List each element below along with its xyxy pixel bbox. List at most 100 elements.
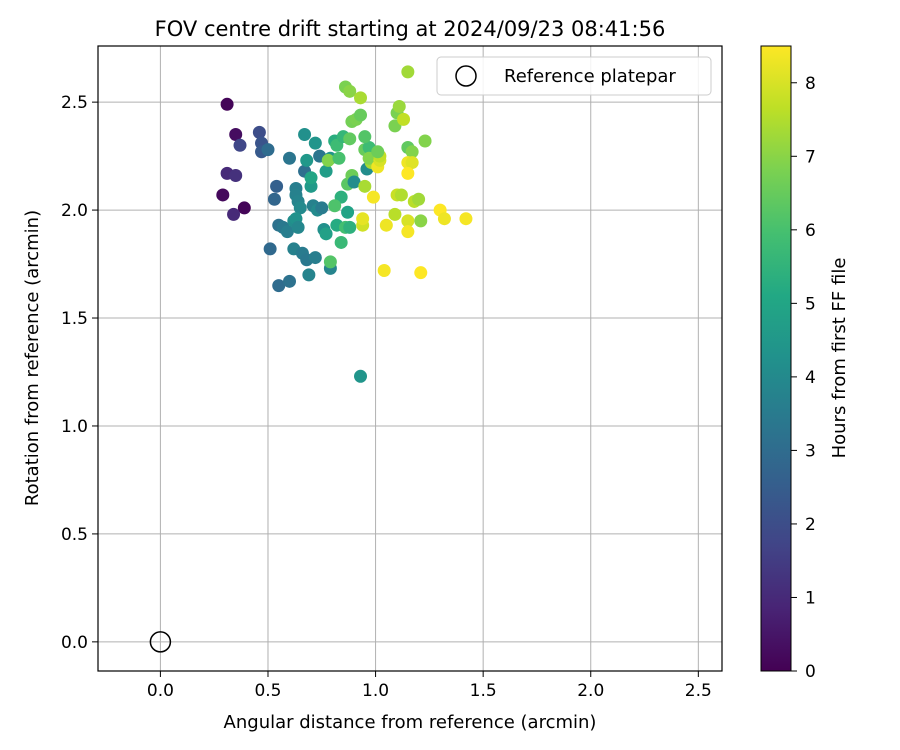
plot-area — [98, 46, 722, 671]
scatter-point — [401, 166, 415, 180]
scatter-point — [354, 108, 368, 122]
scatter-point — [412, 192, 426, 206]
scatter-point — [401, 225, 415, 239]
scatter-point — [308, 251, 322, 265]
scatter-point — [283, 274, 297, 288]
colorbar-tick-label: 8 — [805, 74, 816, 94]
colorbar-tick-label: 1 — [805, 588, 816, 608]
scatter-point — [315, 201, 329, 215]
scatter-point — [343, 132, 357, 146]
legend-label: Reference platepar — [504, 66, 676, 87]
colorbar-ticks: 0 1 2 3 4 5 6 7 8 — [791, 74, 816, 682]
scatter-point — [237, 201, 251, 215]
colorbar-tick-label: 6 — [805, 221, 816, 241]
scatter-point — [293, 201, 307, 215]
scatter-point — [371, 145, 385, 159]
colorbar: 0 1 2 3 4 5 6 7 8 Hours from first FF file — [760, 45, 850, 682]
y-axis-ticks: 0.0 0.5 1.0 1.5 2.0 2.5 — [61, 93, 98, 653]
colorbar-tick-label: 7 — [805, 147, 816, 167]
reference-platepar-marker — [149, 631, 172, 653]
colorbar-tick-label: 2 — [805, 515, 816, 535]
colorbar-tick-label: 4 — [805, 368, 816, 388]
scatter-point — [392, 99, 406, 113]
scatter-point — [267, 192, 281, 206]
scatter-point — [354, 91, 368, 105]
scatter-point — [229, 169, 243, 183]
scatter-point — [405, 145, 419, 159]
scatter-point — [302, 268, 316, 282]
y-tick-label: 1.5 — [61, 309, 88, 329]
scatter-point — [261, 143, 275, 157]
scatter-point — [356, 212, 370, 226]
scatter-point — [388, 207, 402, 221]
x-tick-label: 2.0 — [577, 681, 604, 701]
y-axis-label: Rotation from reference (arcmin) — [22, 210, 43, 506]
x-tick-label: 1.0 — [362, 681, 389, 701]
x-tick-label: 2.5 — [685, 681, 712, 701]
scatter-point — [270, 179, 284, 193]
scatter-point — [414, 266, 428, 280]
scatter-point — [418, 134, 432, 148]
scatter-point — [401, 214, 415, 228]
scatter-point — [220, 97, 234, 111]
scatter-point — [377, 264, 391, 278]
y-tick-label: 1.0 — [61, 417, 88, 437]
scatter-point — [343, 84, 357, 98]
colorbar-tick-label: 3 — [805, 441, 816, 461]
scatter-point — [233, 138, 247, 152]
scatter-point — [332, 151, 346, 165]
scatter-point — [366, 190, 380, 204]
scatter-point — [227, 207, 241, 221]
x-tick-label: 1.5 — [470, 681, 497, 701]
scatter-point — [459, 212, 473, 226]
plot-frame — [97, 45, 723, 672]
scatter-point — [291, 220, 305, 234]
reference-marker-group — [149, 631, 172, 653]
scatter-point — [283, 151, 297, 165]
scatter-point — [229, 128, 243, 142]
x-axis-ticks: 0.0 0.5 1.0 1.5 2.0 2.5 — [147, 671, 712, 701]
scatter-point — [401, 65, 415, 79]
colorbar-tick-label: 5 — [805, 294, 816, 314]
scatter-point — [354, 369, 368, 383]
legend-box — [436, 56, 712, 96]
scatter-point — [308, 136, 322, 150]
y-tick-label: 0.5 — [61, 525, 88, 545]
scatter-point — [298, 128, 312, 142]
y-tick-label: 2.0 — [61, 201, 88, 221]
x-axis-label: Angular distance from reference (arcmin) — [224, 712, 597, 733]
scatter-point — [319, 164, 333, 178]
scatter-point — [405, 156, 419, 170]
scatter-point — [397, 112, 411, 126]
colorbar-tick-label: 0 — [805, 662, 816, 682]
y-tick-label: 2.5 — [61, 93, 88, 113]
scatter-point — [334, 235, 348, 249]
scatter-point — [358, 130, 372, 144]
colorbar-label: Hours from first FF file — [829, 258, 850, 459]
scatter-point — [437, 212, 451, 226]
x-tick-label: 0.0 — [147, 681, 174, 701]
y-tick-label: 0.0 — [61, 633, 88, 653]
scatter-point — [319, 227, 333, 241]
scatter-point — [272, 279, 286, 293]
scatter-point — [304, 171, 318, 185]
scatter-point — [379, 218, 393, 232]
scatter-point — [343, 220, 357, 234]
x-tick-label: 0.5 — [254, 681, 281, 701]
scatter-point — [252, 125, 266, 139]
scatter-point — [358, 179, 372, 193]
scatter-point — [328, 199, 342, 213]
scatter-points — [216, 65, 473, 383]
scatter-point — [347, 175, 361, 189]
scatter-point — [300, 153, 314, 167]
colorbar-gradient — [760, 45, 792, 672]
legend-marker-icon — [455, 65, 477, 87]
legend: Reference platepar — [436, 56, 712, 96]
scatter-point — [341, 205, 355, 219]
scatter-point — [323, 255, 337, 269]
scatter-point — [216, 188, 230, 202]
scatter-point — [263, 242, 277, 256]
scatter-point — [280, 225, 294, 239]
scatter-point — [321, 153, 335, 167]
